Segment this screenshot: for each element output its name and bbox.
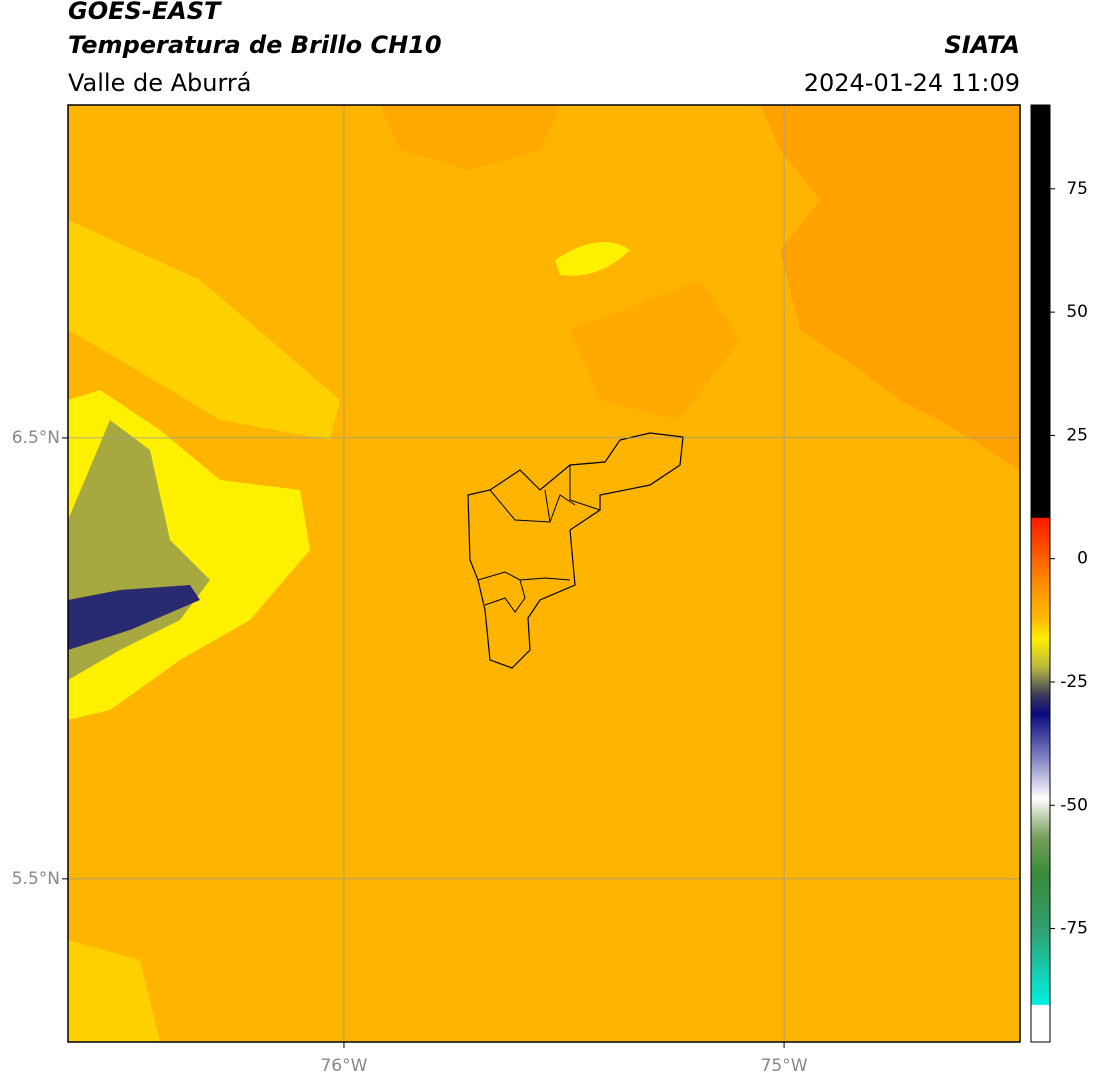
colorbar-tick-label: -50 (1060, 795, 1088, 815)
colorbar-tick-label: 0 (1077, 549, 1088, 569)
map-frame (67, 104, 1021, 1043)
warm-area (760, 105, 1020, 470)
cool-area (68, 220, 340, 440)
cool-area (68, 940, 160, 1042)
title: GOES-EAST (68, 0, 222, 25)
cool-area (555, 242, 630, 276)
region: Valle de Aburrá (68, 69, 252, 97)
region-boundary (467, 432, 684, 669)
colorbar-tick-label: 75 (1066, 179, 1088, 199)
subtitle: Temperatura de Brillo CH10 (68, 31, 442, 59)
warm-area (380, 105, 560, 170)
municipality-boundary (477, 465, 601, 613)
y-tick-label: 5.5°N (12, 869, 60, 889)
x-tick-label: 76°W (320, 1056, 367, 1076)
warm-area (570, 280, 740, 420)
imagery (68, 105, 1020, 1042)
colorbar (1030, 104, 1051, 1043)
datetime: 2024-01-24 11:09 (804, 69, 1020, 97)
colorbar-tick-label: 50 (1066, 302, 1088, 322)
colorbar-tick-label: -75 (1060, 919, 1088, 939)
colorbar-tick-label: 25 (1066, 425, 1088, 445)
y-tick-label: 6.5°N (12, 428, 60, 448)
x-tick-label: 75°W (761, 1056, 808, 1076)
source: SIATA (944, 31, 1020, 59)
colorbar-tick-label: -25 (1060, 672, 1088, 692)
coldest-area (68, 585, 200, 650)
